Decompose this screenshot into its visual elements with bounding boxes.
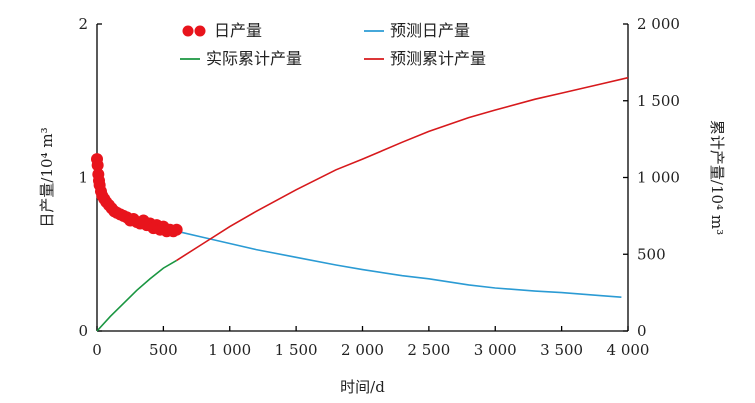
y-left-tick-label: 2	[78, 15, 88, 33]
x-tick-label: 3 000	[474, 341, 517, 359]
y-left-tick-label: 0	[78, 322, 88, 340]
x-axis-title: 时间/d	[340, 378, 385, 396]
scatter-point	[91, 159, 104, 172]
y-right-tick-label: 500	[637, 245, 666, 263]
legend-label: 预测日产量	[390, 21, 470, 40]
y-right-tick-label: 2 000	[637, 15, 680, 33]
scatter-point	[170, 223, 183, 236]
x-tick-label: 4 000	[607, 341, 650, 359]
x-tick-label: 2 000	[341, 341, 384, 359]
y-right-axis-title: 累计产量/10⁴ m³	[708, 120, 726, 235]
y-left-axis-title: 日产量/10⁴ m³	[38, 127, 56, 227]
x-tick-label: 3 500	[540, 341, 583, 359]
series-line-2	[96, 259, 178, 332]
y-left-tick-label: 1	[78, 169, 88, 187]
plot-points	[91, 153, 183, 238]
x-tick-label: 1 000	[208, 341, 251, 359]
plot-lines	[96, 76, 629, 332]
x-tick-label: 0	[92, 341, 102, 359]
x-tick-label: 1 500	[275, 341, 318, 359]
x-tick-label: 500	[149, 341, 178, 359]
x-tick-label: 2 500	[407, 341, 450, 359]
legend-label: 预测累计产量	[390, 49, 486, 68]
y-right-tick-label: 1 000	[637, 169, 680, 187]
axes: 0 500 1 000 1 500 2 000 2 500 3 000 3 500 4 0000…	[38, 15, 726, 396]
series-line-1	[176, 230, 622, 298]
legend-label: 实际累计产量	[206, 49, 302, 68]
y-right-tick-label: 0	[637, 322, 647, 340]
series-line-3	[176, 76, 629, 262]
legend-marker	[194, 25, 206, 37]
legend-label: 日产量	[214, 21, 262, 40]
y-right-tick-label: 1 500	[637, 92, 680, 110]
legend-marker	[182, 25, 194, 37]
